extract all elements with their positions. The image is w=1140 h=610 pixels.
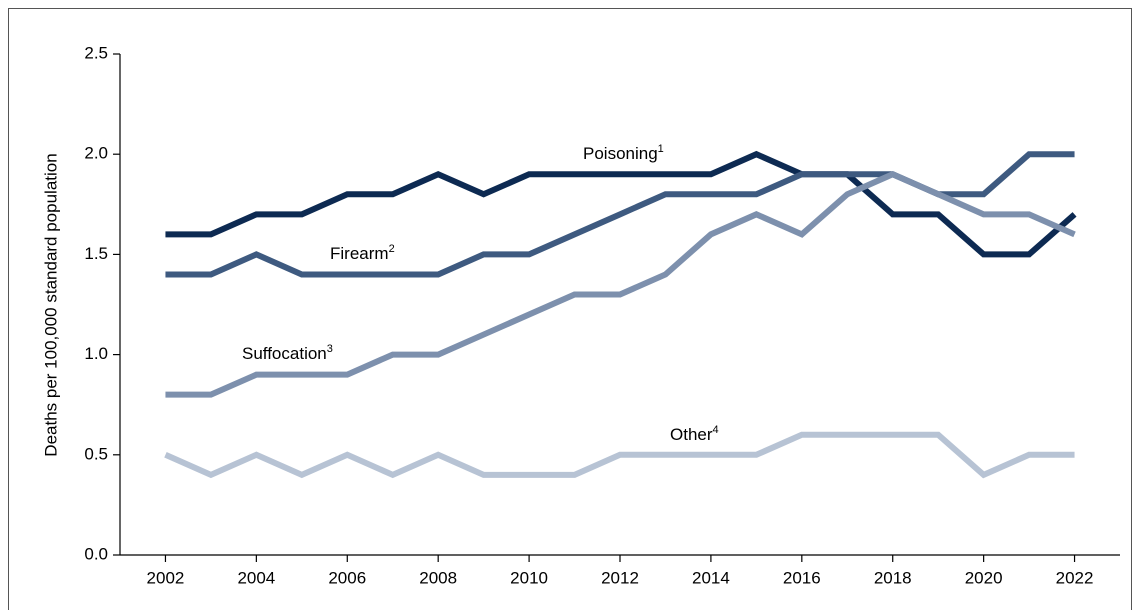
series-label: Firearm2	[330, 243, 395, 264]
x-tick-label: 2022	[1056, 568, 1094, 587]
x-tick-label: 2014	[692, 568, 730, 587]
series-label: Other4	[670, 424, 719, 445]
series-footnote: 4	[713, 424, 719, 436]
x-tick-label: 2012	[601, 568, 639, 587]
y-tick-label: 2.5	[84, 43, 108, 62]
x-tick-label: 2002	[147, 568, 185, 587]
series-line	[164, 431, 1075, 479]
series-name: Suffocation	[242, 344, 327, 363]
x-tick-label: 2018	[874, 568, 912, 587]
y-tick-label: 1.5	[84, 244, 108, 263]
series-line	[165, 170, 1076, 398]
frame	[8, 8, 1132, 610]
series-footnote: 3	[327, 343, 333, 355]
series-name: Firearm	[330, 244, 389, 263]
y-axis-label: Deaths per 100,000 standard population	[41, 153, 60, 456]
series-name: Other	[670, 425, 713, 444]
y-tick-label: 0.5	[84, 444, 108, 463]
y-tick-label: 0.0	[84, 544, 108, 563]
y-tick-label: 1.0	[84, 344, 108, 363]
series-footnote: 2	[389, 243, 395, 255]
series-footnote: 1	[658, 143, 664, 155]
series-line	[165, 150, 1077, 258]
y-tick-label: 2.0	[84, 144, 108, 163]
series-label: Suffocation3	[242, 343, 333, 364]
x-tick-label: 2004	[237, 568, 275, 587]
x-tick-label: 2016	[783, 568, 821, 587]
x-tick-label: 2010	[510, 568, 548, 587]
x-tick-label: 2006	[328, 568, 366, 587]
series-label: Poisoning1	[583, 143, 664, 164]
x-tick-label: 2008	[419, 568, 457, 587]
series-name: Poisoning	[583, 144, 658, 163]
x-tick-label: 2020	[965, 568, 1003, 587]
